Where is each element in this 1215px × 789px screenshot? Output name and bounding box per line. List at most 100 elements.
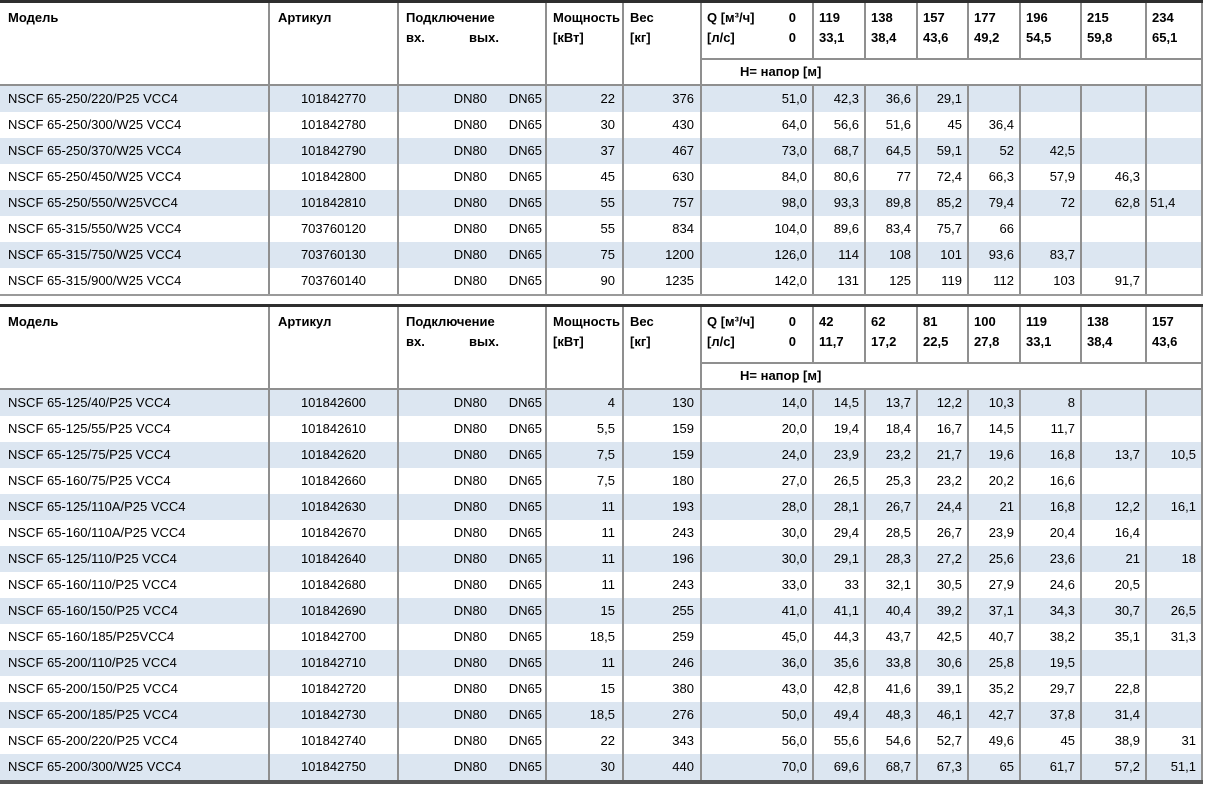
head-value-cell: 43,0 (700, 676, 812, 702)
head-value-cell (1145, 676, 1203, 702)
head-value-cell: 66,3 (967, 164, 1019, 190)
q-flow-ls-value: 43,6 (923, 30, 949, 45)
column-header-flow: Q [м³/ч] 0 [л/с] 0 (702, 3, 812, 58)
head-value-cell: 35,2 (967, 676, 1019, 702)
power-cell: 37 (545, 138, 622, 164)
head-value-cell: 28,5 (864, 520, 916, 546)
pump-data-table-lower: Модель Артикул Подключение вх. вых. Мощно… (0, 304, 1203, 784)
q-column-header: 119 33,1 (812, 3, 864, 58)
head-label: H= напор [м] (740, 368, 822, 383)
weight-cell: 1200 (622, 242, 700, 268)
column-header-connection-label: Подключение (406, 314, 495, 329)
column-header-connection: Подключение вх. вых. (397, 307, 545, 388)
head-value-cell: 50,0 (700, 702, 812, 728)
table-row: NSCF 65-125/110/P25 VCC4 101842640 DN80 DN6… (0, 546, 1203, 572)
head-value-cell: 66 (967, 216, 1019, 242)
q-column-header: 81 22,5 (916, 307, 967, 362)
q-column-header: 157 43,6 (1145, 307, 1201, 362)
model-cell: NSCF 65-160/110/P25 VCC4 (8, 577, 177, 592)
head-value-cell: 80,6 (812, 164, 864, 190)
head-value-cell: 14,0 (700, 390, 812, 416)
connection-subheaders: вх. вых. (399, 28, 545, 48)
head-value-cell (1145, 86, 1203, 112)
weight-cell: 243 (622, 572, 700, 598)
power-cell: 18,5 (545, 624, 622, 650)
head-value-cell (1145, 112, 1203, 138)
weight-cell: 159 (622, 416, 700, 442)
head-value-cell: 25,3 (864, 468, 916, 494)
head-value-cell: 44,3 (812, 624, 864, 650)
head-value-cell (1145, 468, 1203, 494)
head-value-cell (1145, 242, 1203, 268)
head-value-cell: 13,7 (864, 390, 916, 416)
head-value-cell: 20,2 (967, 468, 1019, 494)
head-value-cell (1145, 216, 1203, 242)
head-value-cell: 57,9 (1019, 164, 1080, 190)
column-header-power: Мощность [кВт] (545, 3, 622, 84)
article-cell: 101842730 (268, 702, 397, 728)
power-cell: 15 (545, 676, 622, 702)
column-header-power-label: Мощность (553, 10, 620, 25)
head-value-cell: 30,0 (700, 546, 812, 572)
q-flow-ls-value: 49,2 (974, 30, 1000, 45)
head-label-row: H= напор [м] (702, 60, 1201, 84)
q-column-header: 119 33,1 (1019, 307, 1080, 362)
head-value-cell: 34,3 (1019, 598, 1080, 624)
head-value-cell: 23,9 (812, 442, 864, 468)
flow-label-ls: [л/с] (707, 334, 735, 349)
table-row: NSCF 65-200/110/P25 VCC4 101842710 DN80 DN6… (0, 650, 1203, 676)
power-cell: 30 (545, 112, 622, 138)
head-value-cell: 30,7 (1080, 598, 1145, 624)
head-value-cell: 42,5 (916, 624, 967, 650)
head-value-cell: 38,9 (1080, 728, 1145, 754)
head-label: H= напор [м] (740, 64, 822, 79)
head-value-cell: 72 (1019, 190, 1080, 216)
head-value-cell: 77 (864, 164, 916, 190)
article-cell: 101842670 (268, 520, 397, 546)
flow-zero-m3h: 0 (788, 314, 796, 329)
table-row: NSCF 65-160/110/P25 VCC4 101842680 DN80 DN6… (0, 572, 1203, 598)
q-flow-m3h-value: 138 (1087, 314, 1109, 329)
head-value-cell: 55,6 (812, 728, 864, 754)
head-value-cell: 22,8 (1080, 676, 1145, 702)
connection-subheaders: вх. вых. (399, 332, 545, 352)
power-cell: 75 (545, 242, 622, 268)
head-value-cell: 59,1 (916, 138, 967, 164)
head-value-cell: 26,7 (916, 520, 967, 546)
connection-cell: DN80 DN65 (397, 268, 545, 294)
dn-outlet-value: DN65 (508, 655, 542, 670)
q-flow-m3h-value: 138 (871, 10, 893, 25)
article-cell: 101842800 (268, 164, 397, 190)
head-value-cell: 23,6 (1019, 546, 1080, 572)
column-header-article: Артикул (268, 3, 397, 84)
dn-inlet-value: DN80 (453, 499, 487, 514)
head-value-cell: 18 (1145, 546, 1203, 572)
flow-header-area: Q [м³/ч] 0 [л/с] 0 119 33,1 138 38,4 157 43,6 17… (700, 3, 1203, 84)
article-cell: 101842740 (268, 728, 397, 754)
head-value-cell: 23,2 (864, 442, 916, 468)
model-cell: NSCF 65-250/220/P25 VCC4 (8, 91, 178, 106)
dn-inlet-value: DN80 (453, 91, 487, 106)
dn-inlet-value: DN80 (453, 421, 487, 436)
table-body: NSCF 65-125/40/P25 VCC4 101842600 DN80 DN65… (0, 390, 1203, 780)
dn-outlet-value: DN65 (508, 551, 542, 566)
head-value-cell (1145, 390, 1203, 416)
flow-label-m3h: Q [м³/ч] (707, 10, 755, 25)
article-cell: 703760140 (268, 268, 397, 294)
flow-ls-line: [л/с] 0 (702, 332, 812, 352)
column-header-model-label: Модель (8, 314, 59, 329)
q-column-header: 138 38,4 (864, 3, 916, 58)
dn-inlet-value: DN80 (453, 603, 487, 618)
head-value-cell: 38,2 (1019, 624, 1080, 650)
model-cell: NSCF 65-200/300/W25 VCC4 (8, 759, 182, 774)
q-flow-m3h-value: 62 (871, 314, 886, 329)
article-cell: 101842810 (268, 190, 397, 216)
dn-outlet-value: DN65 (508, 117, 542, 132)
flow-zero-ls: 0 (788, 334, 796, 349)
head-value-cell: 27,9 (967, 572, 1019, 598)
dn-outlet-value: DN65 (508, 681, 542, 696)
head-value-cell: 16,4 (1080, 520, 1145, 546)
connection-cell: DN80 DN65 (397, 164, 545, 190)
q-flow-m3h-value: 157 (1152, 314, 1174, 329)
head-value-cell: 114 (812, 242, 864, 268)
